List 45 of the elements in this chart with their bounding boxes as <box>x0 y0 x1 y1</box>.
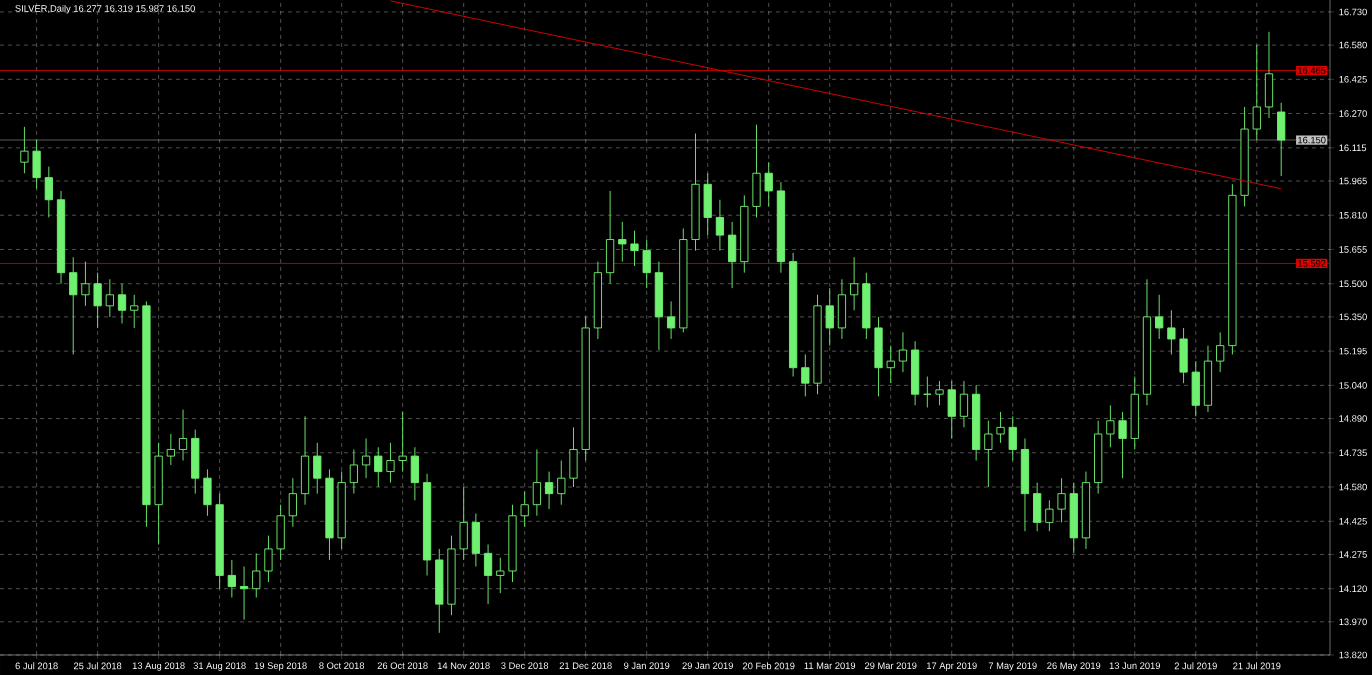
x-tick-label: 14 Nov 2018 <box>437 662 490 669</box>
y-tick-label: 16.730 <box>1339 8 1367 16</box>
x-tick-label: 11 Mar 2019 <box>804 662 856 669</box>
y-tick-label: 14.120 <box>1339 585 1367 592</box>
y-tick-label: 14.735 <box>1339 449 1367 457</box>
x-tick-label: 29 Jan 2019 <box>682 662 733 669</box>
y-tick-label: 15.195 <box>1339 347 1367 355</box>
x-tick-label: 9 Jan 2019 <box>624 662 670 669</box>
ref-line-label: 15.592 <box>1298 260 1326 267</box>
y-tick-label: 14.580 <box>1339 483 1367 491</box>
x-tick-label: 20 Feb 2019 <box>742 662 795 670</box>
y-tick-label: 13.820 <box>1339 651 1367 659</box>
y-tick-label: 16.425 <box>1339 76 1367 83</box>
x-tick-label: 7 May 2019 <box>988 662 1037 671</box>
y-tick-label: 15.500 <box>1339 280 1367 288</box>
y-tick-label: 15.350 <box>1339 313 1367 321</box>
x-tick-label: 6 Jul 2018 <box>15 662 58 670</box>
x-tick-label: 17 Apr 2019 <box>927 662 977 671</box>
y-tick-label: 15.655 <box>1339 246 1367 253</box>
x-tick-label: 13 Jun 2019 <box>1109 662 1160 669</box>
y-tick-label: 14.890 <box>1339 415 1367 422</box>
x-tick-label: 26 May 2019 <box>1047 662 1101 671</box>
x-tick-label: 3 Dec 2018 <box>501 662 549 669</box>
x-tick-label: 25 Jul 2018 <box>73 662 122 670</box>
chart-title: SILVER,Daily 16.277 16.319 15.987 16.150 <box>15 4 195 14</box>
y-tick-label: 15.040 <box>1339 382 1367 389</box>
x-tick-label: 8 Oct 2018 <box>319 662 365 669</box>
y-tick-label: 13.970 <box>1339 618 1367 626</box>
y-tick-label: 14.425 <box>1339 518 1367 525</box>
x-tick-label: 21 Dec 2018 <box>559 662 612 669</box>
y-tick-label: 16.270 <box>1339 110 1367 117</box>
ref-line-label: 16.150 <box>1298 136 1326 144</box>
x-tick-label: 26 Oct 2018 <box>377 662 428 669</box>
x-tick-label: 19 Sep 2018 <box>254 662 307 671</box>
y-tick-label: 15.965 <box>1339 177 1367 185</box>
y-tick-label: 15.810 <box>1339 211 1367 219</box>
x-tick-label: 13 Aug 2018 <box>132 662 185 671</box>
y-tick-label: 16.580 <box>1339 41 1367 49</box>
x-tick-label: 21 Jul 2019 <box>1233 662 1281 670</box>
y-tick-label: 14.275 <box>1339 551 1367 558</box>
x-tick-label: 31 Aug 2018 <box>193 662 246 671</box>
x-tick-label: 2 Jul 2019 <box>1174 662 1217 670</box>
y-tick-label: 16.115 <box>1339 144 1367 152</box>
x-tick-label: 29 Mar 2019 <box>865 662 917 669</box>
ref-line-label: 16.465 <box>1298 67 1326 74</box>
